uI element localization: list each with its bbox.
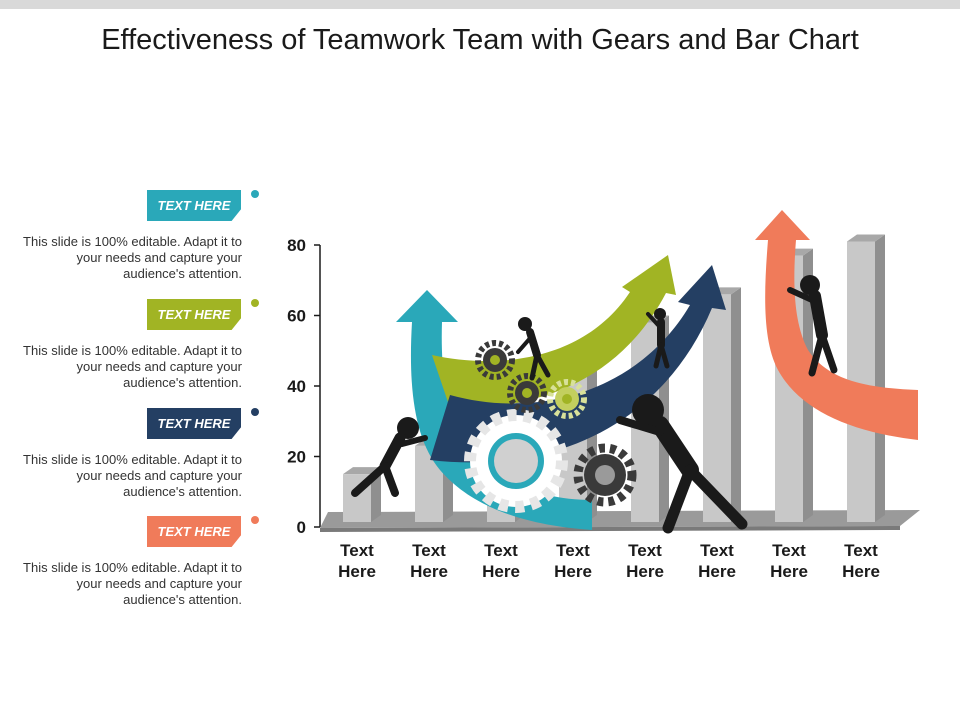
navy-arrow (430, 265, 726, 463)
x-axis-labels: Text Here Text Here Text Here Text Here Text Here… (338, 541, 880, 581)
gear-icon-olive (547, 379, 587, 419)
y-tick-label: 0 (297, 518, 306, 537)
x-tick-label: Text Here (698, 541, 736, 581)
x-tick-label: Text Here (842, 541, 880, 581)
x-tick-label: Text Here (338, 541, 376, 581)
chart-axes: 0 20 40 60 80 (287, 236, 321, 537)
x-tick-label: Text Here (626, 541, 664, 581)
top-bar (0, 0, 960, 9)
chart-floor (320, 510, 920, 532)
description-2: This slide is 100% editable. Adapt it to… (23, 343, 242, 390)
x-tick-label: Text Here (770, 541, 808, 581)
text-tag-4: TEXT HERE (147, 516, 241, 547)
dark-gear-icon (573, 443, 637, 507)
bar-side (875, 234, 885, 522)
description-1: This slide is 100% editable. Adapt it to… (23, 234, 242, 281)
x-tick-label: Text Here (482, 541, 520, 581)
bar-top (847, 234, 885, 242)
text-tag-3: TEXT HERE (147, 408, 241, 439)
gear-icon-middle (507, 373, 547, 413)
x-tick-label: Text Here (554, 541, 592, 581)
person-pushing-icon-center (616, 394, 748, 534)
chart-floor-edge (320, 526, 900, 532)
x-tick-label: Text Here (410, 541, 448, 581)
chart-floor-top (320, 510, 920, 528)
text-tag-1: TEXT HERE (147, 190, 241, 221)
y-tick-label: 20 (287, 448, 306, 467)
tag-dot-3 (251, 408, 259, 416)
person-carrying-icon (516, 317, 551, 381)
tag-dot-2 (251, 299, 259, 307)
teal-arrow (396, 290, 592, 530)
bar-side (731, 287, 741, 522)
y-tick-label: 60 (287, 307, 306, 326)
person-holding-arrow-icon (787, 275, 838, 377)
tag-dot-1 (251, 190, 259, 198)
y-tick-label: 80 (287, 236, 306, 255)
teamwork-illustration (351, 210, 918, 534)
description-3: This slide is 100% editable. Adapt it to… (23, 452, 242, 499)
description-4: This slide is 100% editable. Adapt it to… (23, 560, 242, 607)
person-standing-icon (646, 308, 670, 369)
slide-title: Effectiveness of Teamwork Team with Gear… (101, 24, 859, 56)
coral-arrow (755, 210, 918, 440)
bar-top (343, 467, 381, 475)
text-tag-2: TEXT HERE (147, 299, 241, 330)
large-gear-icon (464, 409, 568, 513)
y-tick-label: 40 (287, 377, 306, 396)
tag-dot-4 (251, 516, 259, 524)
gear-icon-top (475, 340, 515, 380)
person-pushing-icon-left (351, 417, 428, 497)
